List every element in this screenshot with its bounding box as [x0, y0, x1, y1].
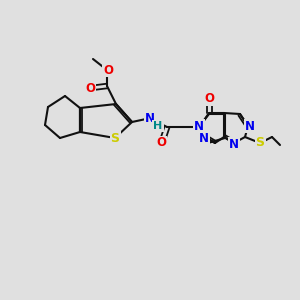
Text: O: O: [204, 92, 214, 106]
Text: N: N: [199, 131, 209, 145]
Text: H: H: [153, 121, 163, 131]
Text: O: O: [156, 136, 166, 149]
Text: O: O: [103, 64, 113, 76]
Text: N: N: [245, 119, 255, 133]
Text: O: O: [85, 82, 95, 94]
Text: N: N: [229, 137, 239, 151]
Text: S: S: [256, 136, 265, 149]
Text: N: N: [145, 112, 155, 125]
Text: S: S: [110, 131, 119, 145]
Text: N: N: [194, 119, 204, 133]
